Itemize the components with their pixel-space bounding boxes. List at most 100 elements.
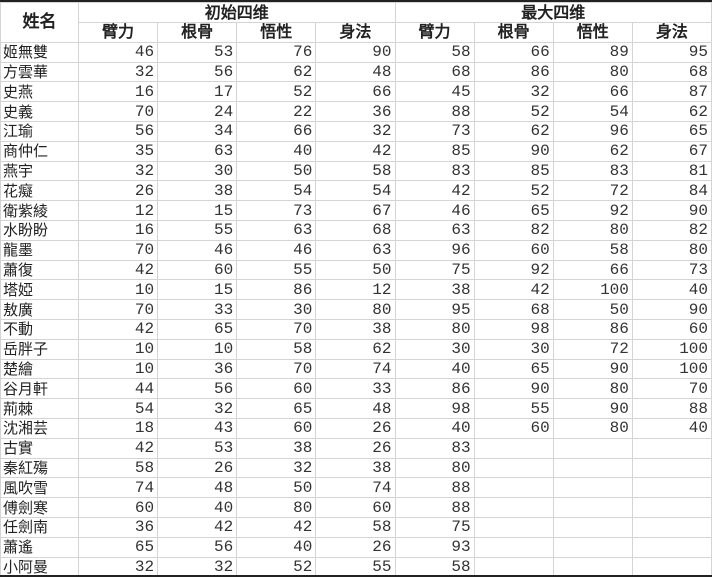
cell-max-1[interactable]: 66	[473, 41, 554, 63]
cell-max-2[interactable]: 58	[552, 239, 633, 261]
cell-max-0[interactable]: 80	[394, 457, 475, 479]
cell-init-1[interactable]: 40	[157, 497, 238, 518]
cell-init-0[interactable]: 10	[77, 279, 159, 301]
cell-init-3[interactable]: 48	[315, 398, 396, 419]
cell-max-1[interactable]: 52	[473, 101, 554, 122]
cell-init-1[interactable]: 24	[157, 101, 238, 122]
cell-max-1[interactable]: 90	[473, 378, 554, 400]
cell-max-3[interactable]: 88	[631, 398, 712, 419]
cell-max-0[interactable]: 83	[394, 437, 475, 459]
cell-max-2[interactable]	[552, 497, 633, 518]
cell-init-1[interactable]: 56	[157, 536, 238, 558]
cell-init-3[interactable]: 48	[315, 61, 396, 83]
cell-init-1[interactable]: 34	[157, 120, 238, 142]
cell-max-0[interactable]: 75	[394, 259, 475, 281]
cell-init-1[interactable]: 48	[157, 477, 238, 499]
cell-max-2[interactable]: 86	[552, 318, 633, 340]
cell-max-0[interactable]: 95	[394, 299, 475, 320]
cell-max-2[interactable]: 90	[552, 358, 633, 380]
cell-name[interactable]: 不動	[0, 318, 79, 340]
cell-name[interactable]: 龍墨	[0, 239, 79, 261]
cell-init-0[interactable]: 46	[77, 41, 159, 63]
cell-init-0[interactable]: 16	[77, 81, 159, 103]
cell-init-1[interactable]: 38	[157, 180, 238, 202]
cell-max-0[interactable]: 85	[394, 140, 475, 162]
cell-name[interactable]: 蕭復	[0, 259, 79, 281]
cell-name[interactable]: 沈湘芸	[0, 417, 79, 439]
cell-max-1[interactable]	[473, 437, 554, 459]
cell-init-3[interactable]: 66	[315, 81, 396, 103]
cell-init-0[interactable]: 70	[77, 299, 159, 320]
cell-max-3[interactable]	[631, 477, 712, 499]
cell-name[interactable]: 燕宇	[0, 160, 79, 182]
cell-name[interactable]: 方雲華	[0, 61, 79, 83]
cell-init-2[interactable]: 54	[236, 180, 317, 202]
cell-name[interactable]: 楚繪	[0, 358, 79, 380]
cell-max-3[interactable]: 100	[631, 338, 712, 360]
cell-init-0[interactable]: 42	[77, 437, 159, 459]
cell-name[interactable]: 商仲仁	[0, 140, 79, 162]
cell-max-2[interactable]	[552, 457, 633, 479]
cell-name[interactable]: 塔婭	[0, 279, 79, 301]
cell-init-3[interactable]: 26	[315, 437, 396, 459]
cell-init-3[interactable]: 60	[315, 497, 396, 518]
cell-max-2[interactable]	[552, 437, 633, 459]
cell-init-0[interactable]: 56	[77, 120, 159, 142]
cell-max-1[interactable]	[473, 457, 554, 479]
cell-max-2[interactable]: 80	[552, 61, 633, 83]
cell-max-0[interactable]: 73	[394, 120, 475, 142]
cell-max-0[interactable]: 30	[394, 338, 475, 360]
cell-max-0[interactable]: 80	[394, 318, 475, 340]
cell-max-2[interactable]: 90	[552, 398, 633, 419]
cell-init-3[interactable]: 42	[315, 140, 396, 162]
cell-max-2[interactable]: 89	[552, 41, 633, 63]
cell-init-0[interactable]: 42	[77, 259, 159, 281]
cell-name[interactable]: 蕭遙	[0, 536, 79, 558]
cell-name[interactable]: 風吹雪	[0, 477, 79, 499]
cell-init-1[interactable]: 10	[157, 338, 238, 360]
cell-max-1[interactable]: 85	[473, 160, 554, 182]
cell-name[interactable]: 秦紅殤	[0, 457, 79, 479]
cell-max-3[interactable]: 60	[631, 318, 712, 340]
cell-max-2[interactable]: 62	[552, 140, 633, 162]
cell-max-2[interactable]	[552, 556, 633, 577]
cell-init-2[interactable]: 70	[236, 318, 317, 340]
cell-max-0[interactable]: 96	[394, 239, 475, 261]
cell-name[interactable]: 傅劍寒	[0, 497, 79, 518]
cell-max-3[interactable]: 65	[631, 120, 712, 142]
cell-init-3[interactable]: 67	[315, 200, 396, 221]
cell-init-2[interactable]: 52	[236, 81, 317, 103]
cell-max-1[interactable]: 60	[473, 417, 554, 439]
cell-max-0[interactable]: 93	[394, 536, 475, 558]
cell-max-3[interactable]: 81	[631, 160, 712, 182]
cell-max-1[interactable]	[473, 497, 554, 518]
cell-init-1[interactable]: 60	[157, 259, 238, 281]
cell-max-1[interactable]: 68	[473, 299, 554, 320]
cell-init-0[interactable]: 60	[77, 497, 159, 518]
cell-name[interactable]: 水盼盼	[0, 219, 79, 241]
cell-max-3[interactable]	[631, 457, 712, 479]
cell-max-0[interactable]: 75	[394, 516, 475, 538]
cell-init-2[interactable]: 86	[236, 279, 317, 301]
cell-name[interactable]: 任劍南	[0, 516, 79, 538]
cell-init-2[interactable]: 73	[236, 200, 317, 221]
cell-init-3[interactable]: 36	[315, 101, 396, 122]
cell-init-1[interactable]: 42	[157, 516, 238, 538]
cell-init-0[interactable]: 70	[77, 239, 159, 261]
cell-init-0[interactable]: 54	[77, 398, 159, 419]
cell-init-0[interactable]: 32	[77, 160, 159, 182]
cell-init-2[interactable]: 62	[236, 61, 317, 83]
cell-init-1[interactable]: 65	[157, 318, 238, 340]
cell-init-1[interactable]: 53	[157, 41, 238, 63]
cell-max-0[interactable]: 83	[394, 160, 475, 182]
cell-name[interactable]: 花癡	[0, 180, 79, 202]
cell-init-3[interactable]: 62	[315, 338, 396, 360]
cell-init-2[interactable]: 40	[236, 140, 317, 162]
cell-init-3[interactable]: 58	[315, 516, 396, 538]
cell-init-3[interactable]: 26	[315, 536, 396, 558]
cell-max-1[interactable]: 32	[473, 81, 554, 103]
cell-init-1[interactable]: 46	[157, 239, 238, 261]
cell-max-3[interactable]	[631, 516, 712, 538]
cell-max-1[interactable]: 65	[473, 200, 554, 221]
cell-name[interactable]: 衛紫綾	[0, 200, 79, 221]
